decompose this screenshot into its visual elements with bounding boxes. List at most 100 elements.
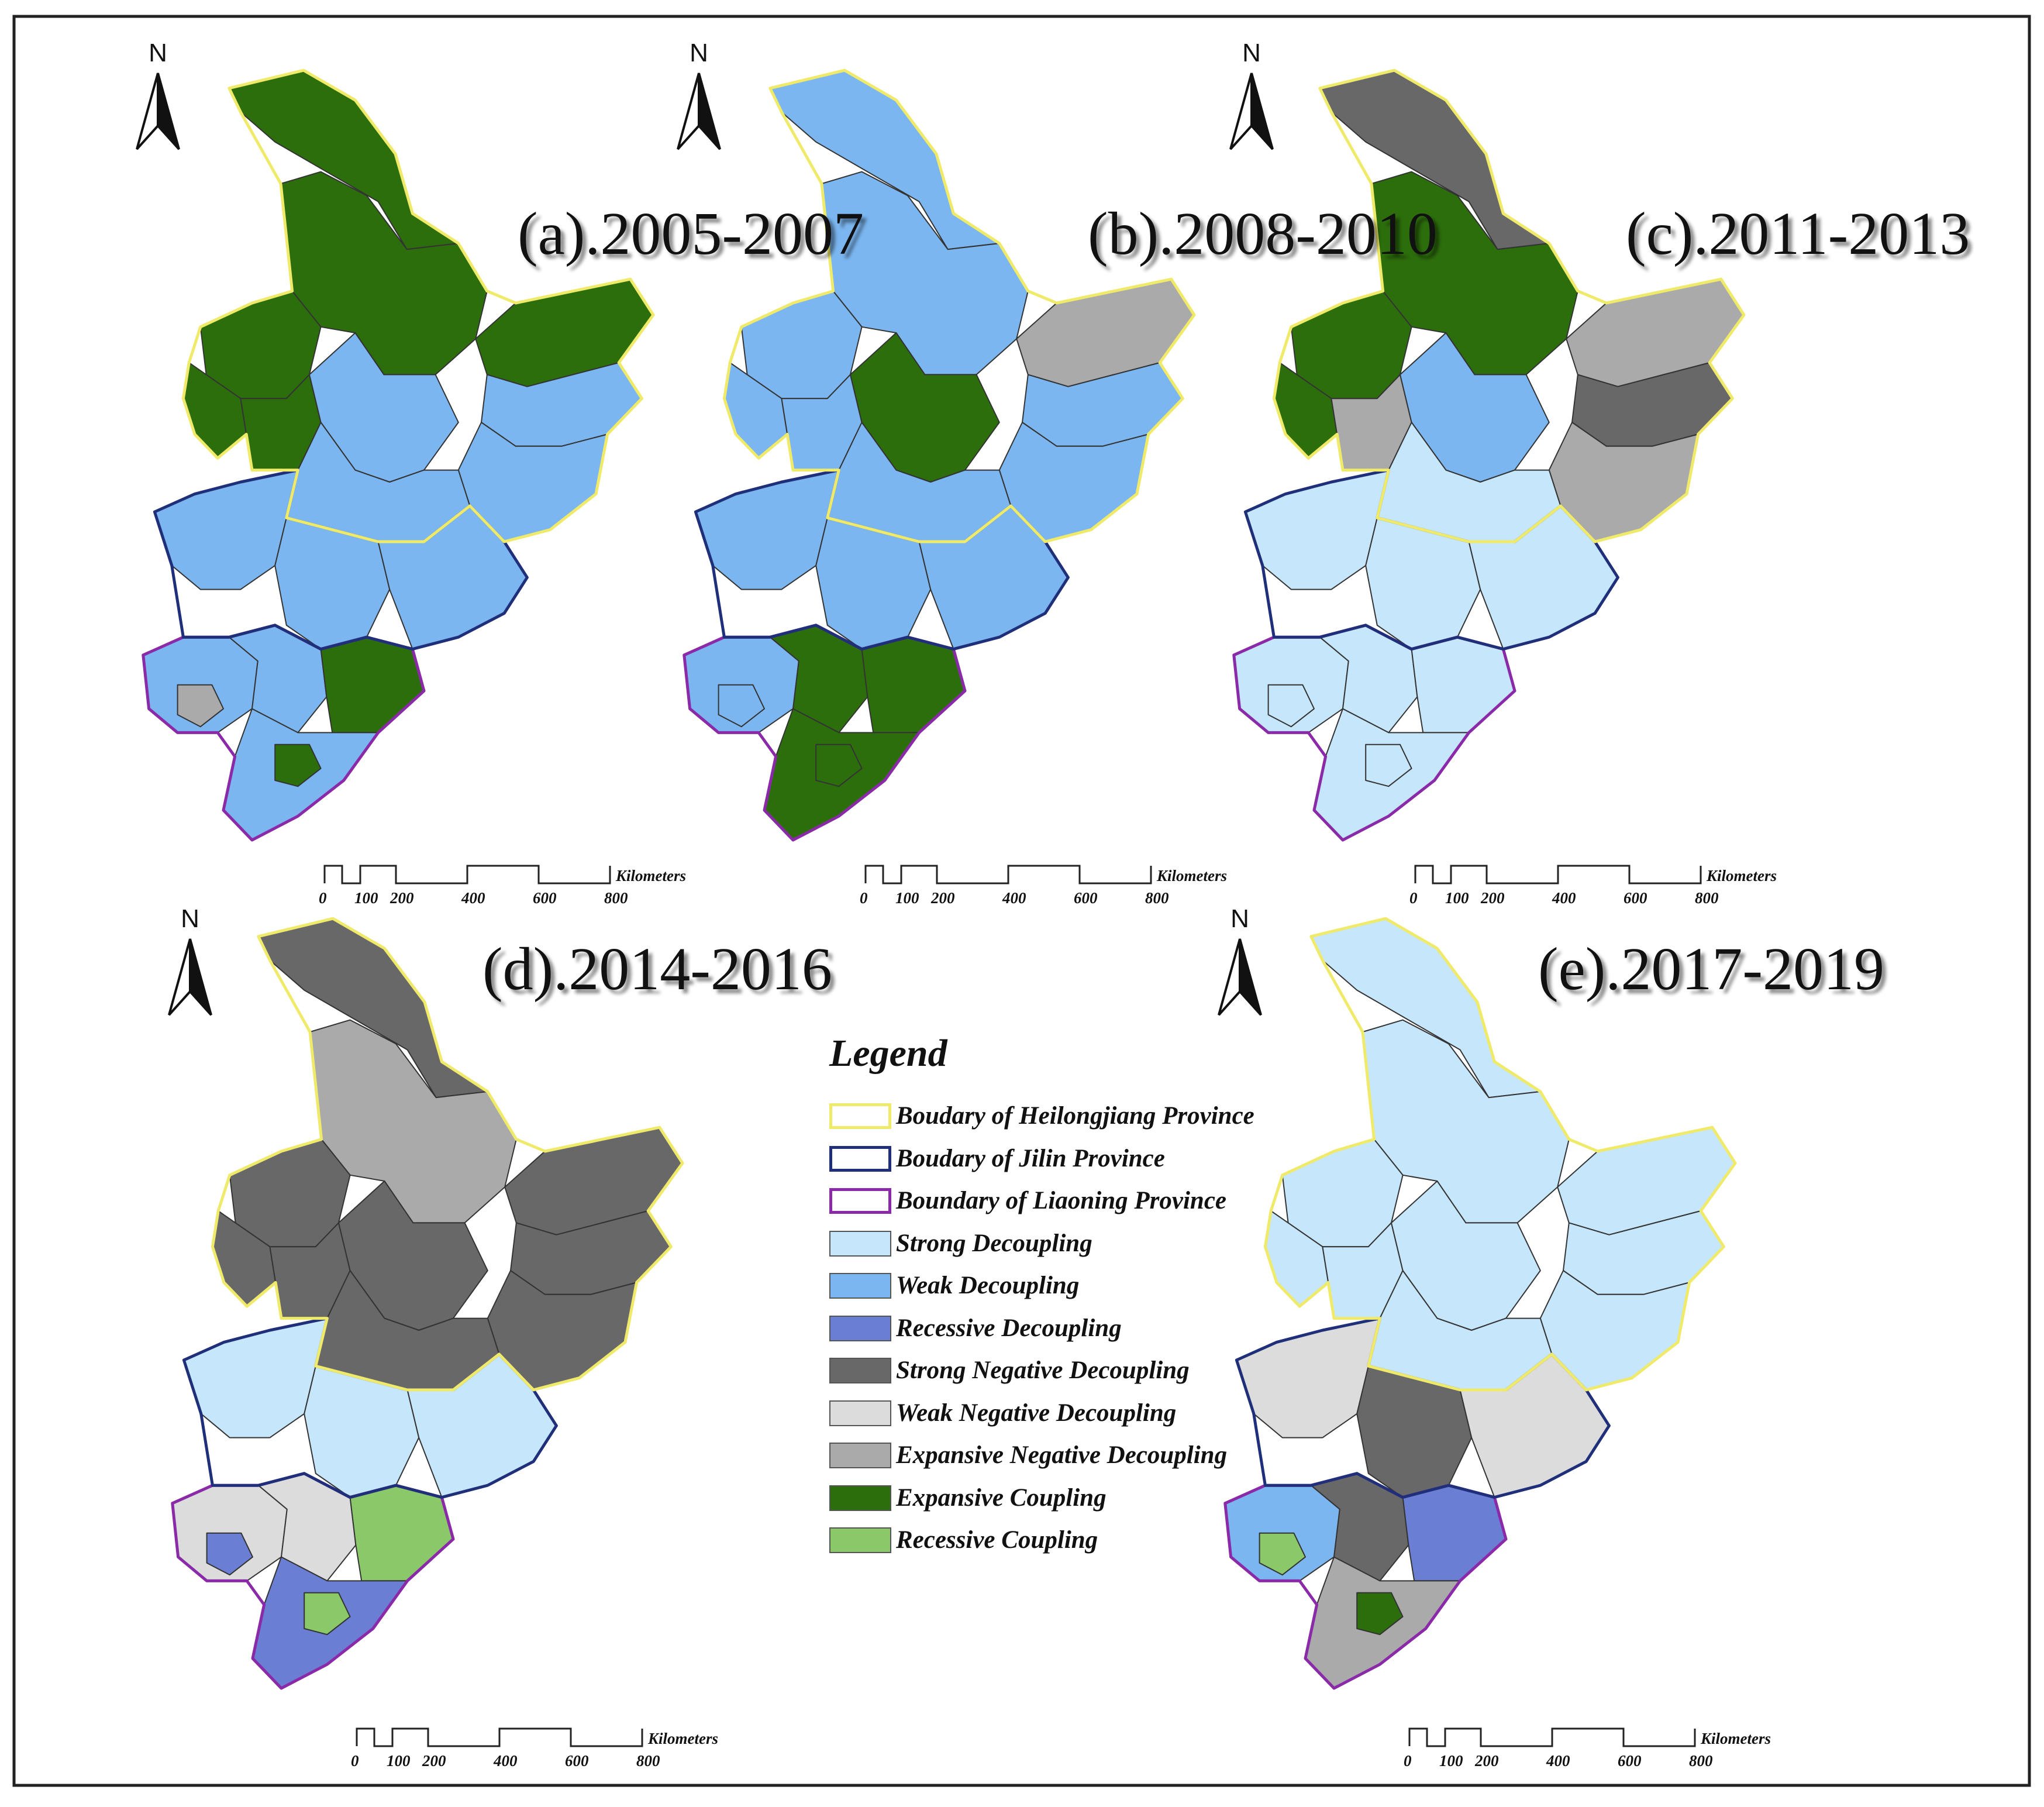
scale-tick-label: 200 [390, 889, 414, 907]
scale-tick-label: 800 [1145, 889, 1169, 907]
region-ln-east [861, 636, 966, 734]
map-panel-a [142, 68, 655, 842]
scale-unit-label: Kilometers [616, 867, 686, 884]
scale-tick-label: 200 [422, 1752, 446, 1770]
north-arrow-icon: N [1229, 39, 1274, 150]
region-ln-extra2 [206, 1532, 253, 1576]
scale-tick-label: 100 [354, 889, 378, 907]
region-hlj-north-east [504, 1127, 683, 1235]
legend-item: Boudary of Jilin Province [829, 1142, 1356, 1175]
north-arrow-icon: N [677, 39, 721, 150]
scale-tick-label: 400 [1546, 1752, 1570, 1770]
scale-unit-label: Kilometers [1701, 1730, 1771, 1747]
region-ln-extra1 [815, 744, 863, 787]
scale-tick-label: 200 [1475, 1752, 1499, 1770]
scale-tick-label: 0 [319, 889, 327, 907]
legend-label: Weak Decoupling [896, 1272, 1080, 1299]
legend-swatch [829, 1230, 891, 1257]
scale-tick-label: 0 [351, 1752, 359, 1770]
legend-item: Expansive Coupling [829, 1482, 1356, 1515]
region-ln-extra1 [304, 1592, 351, 1636]
heilongjiang-boundary [1263, 917, 1737, 1392]
scale-bar [864, 865, 1152, 884]
north-arrow-right [1239, 938, 1262, 1016]
legend-label: Recessive Decoupling [896, 1314, 1122, 1342]
north-arrow-left [677, 73, 700, 150]
north-label: N [181, 904, 199, 933]
legend-swatch [829, 1188, 891, 1214]
map-panel-e [1223, 917, 1737, 1690]
scale-tick-label: 100 [1439, 1752, 1463, 1770]
legend-label: Boudary of Heilongjiang Province [896, 1102, 1254, 1130]
scale-tick-label: 600 [565, 1752, 589, 1770]
legend-title: Legend [829, 1032, 947, 1075]
north-arrow-left [1218, 938, 1241, 1016]
north-arrow-right [698, 73, 721, 150]
region-ln-extra2 [1267, 684, 1315, 728]
scale-tick-label: 600 [1624, 889, 1647, 907]
legend-swatch [829, 1315, 891, 1341]
figure-frame [12, 15, 2031, 1787]
legend-swatch [829, 1485, 891, 1511]
north-arrow-right [1250, 73, 1274, 150]
legend-label: Boundary of Liaoning Province [896, 1187, 1227, 1214]
legend-item: Strong Decoupling [829, 1227, 1356, 1260]
region-hlj-north-east [1566, 278, 1745, 387]
north-arrow-left [1229, 73, 1253, 150]
panel-title-c: (c).2011-2013 [1626, 200, 1970, 267]
scale-tick-label: 100 [1445, 889, 1469, 907]
region-hlj-north-east [475, 278, 654, 387]
legend-item: Weak Decoupling [829, 1269, 1356, 1302]
legend-item: Recessive Decoupling [829, 1312, 1356, 1345]
panel-title-e: (e).2017-2019 [1538, 935, 1885, 1003]
scale-tick-label: 0 [860, 889, 868, 907]
region-ln-extra1 [1365, 744, 1412, 787]
region-ln-east [349, 1485, 454, 1582]
map-panel-c [1232, 68, 1746, 842]
region-ln-extra2 [1259, 1532, 1306, 1576]
scale-tick-label: 200 [1481, 889, 1505, 907]
panel-title-d: (d).2014-2016 [482, 935, 832, 1003]
panel-title-a: (a).2005-2007 [518, 200, 864, 267]
scale-tick-label: 800 [1695, 889, 1719, 907]
legend-swatch [829, 1527, 891, 1553]
legend-label: Weak Negative Decoupling [896, 1399, 1177, 1427]
map-panel-d [171, 917, 684, 1690]
map-panel-b [683, 68, 1196, 842]
north-arrow-right [157, 73, 180, 150]
legend-item: Recessive Coupling [829, 1524, 1356, 1557]
region-hlj-north-east [1557, 1127, 1736, 1235]
legend-swatch [829, 1103, 891, 1129]
scale-tick-label: 0 [1404, 1752, 1412, 1770]
scale-tick-label: 100 [387, 1752, 411, 1770]
north-label: N [149, 39, 167, 67]
scale-tick-label: 0 [1409, 889, 1418, 907]
north-label: N [690, 39, 708, 67]
scale-unit-label: Kilometers [648, 1730, 718, 1747]
legend-item: Boudary of Heilongjiang Province [829, 1100, 1356, 1133]
north-arrow-left [168, 938, 191, 1016]
scale-tick-label: 800 [636, 1752, 660, 1770]
scale-unit-label: Kilometers [1157, 867, 1227, 884]
legend-item: Weak Negative Decoupling [829, 1397, 1356, 1430]
scale-tick-label: 400 [461, 889, 485, 907]
north-arrow-icon: N [168, 904, 212, 1016]
region-ln-east [1402, 1485, 1507, 1582]
heilongjiang-boundary [211, 917, 684, 1392]
scale-bar [1408, 1727, 1696, 1747]
heilongjiang-boundary [181, 68, 655, 543]
scale-tick-label: 400 [494, 1752, 518, 1770]
region-ln-east [1411, 636, 1515, 734]
north-arrow-icon: N [136, 39, 180, 150]
legend-swatch [829, 1358, 891, 1383]
legend-swatch [829, 1443, 891, 1468]
scale-tick-label: 600 [1618, 1752, 1642, 1770]
scale-tick-label: 100 [895, 889, 919, 907]
scale-tick-label: 200 [931, 889, 955, 907]
region-ln-extra1 [1356, 1592, 1404, 1636]
scale-bar [1414, 865, 1702, 884]
scale-bar [323, 865, 611, 884]
legend-label: Expansive Negative Decoupling [896, 1441, 1228, 1469]
